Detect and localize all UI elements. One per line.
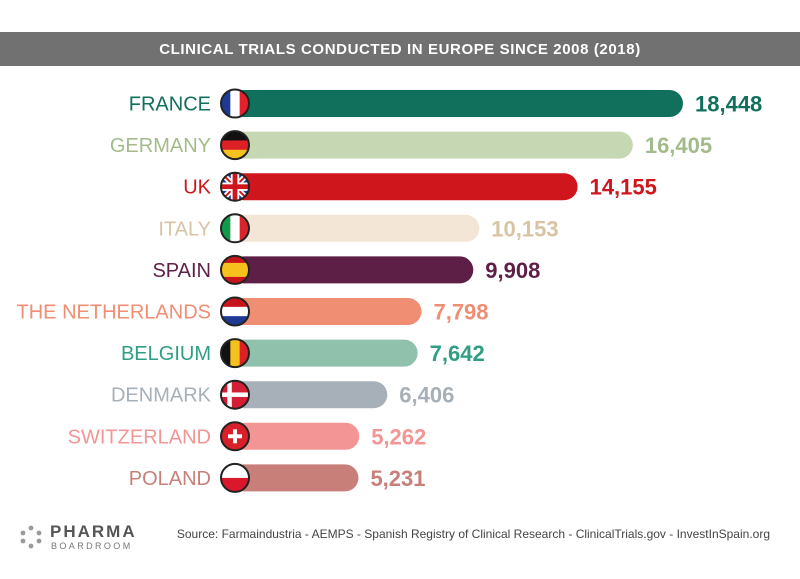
spain-flag-icon xyxy=(220,254,250,285)
category-label: ITALY xyxy=(158,218,211,240)
denmark-flag-icon xyxy=(220,379,250,410)
netherlands-flag-icon xyxy=(220,296,250,327)
bar-row: BELGIUM 7,642 xyxy=(121,338,485,369)
france-flag-icon xyxy=(220,88,250,119)
bar-switzerland xyxy=(230,422,360,450)
value-label: 6,406 xyxy=(399,383,454,408)
bar-denmark xyxy=(230,381,388,409)
source-note: Source: Farmaindustria - AEMPS - Spanish… xyxy=(176,527,770,541)
italy-flag-icon xyxy=(220,213,250,244)
value-label: 9,908 xyxy=(485,258,540,283)
bar-row: UK 14,155 xyxy=(183,171,657,202)
bar-germany xyxy=(230,131,633,159)
category-label: GERMANY xyxy=(110,135,211,157)
category-label: POLAND xyxy=(129,468,211,490)
uk-flag-icon xyxy=(220,171,250,202)
value-label: 5,262 xyxy=(371,424,426,449)
bar-row: FRANCE 18,448 xyxy=(129,88,762,119)
category-label: THE NETHERLANDS xyxy=(17,302,211,324)
value-label: 7,798 xyxy=(433,300,488,325)
bar-row: SWITZERLAND 5,262 xyxy=(68,421,426,452)
bar-row: SPAIN 9,908 xyxy=(152,254,540,285)
bar-poland xyxy=(230,464,359,492)
bar-row: DENMARK 6,406 xyxy=(111,379,454,410)
bar-belgium xyxy=(230,339,418,367)
bar-italy xyxy=(230,214,480,242)
value-label: 5,231 xyxy=(370,466,425,491)
pharmaboardroom-logo: PHARMA BOARDROOM xyxy=(18,519,148,555)
category-label: FRANCE xyxy=(129,94,211,116)
bar-row: ITALY 10,153 xyxy=(158,213,559,244)
value-label: 18,448 xyxy=(695,92,762,117)
value-label: 14,155 xyxy=(590,175,657,200)
bar-the-netherlands xyxy=(230,298,422,325)
bar-uk xyxy=(230,173,578,201)
value-label: 16,405 xyxy=(645,133,712,158)
belgium-flag-icon xyxy=(220,338,250,369)
switzerland-flag-icon xyxy=(220,421,250,452)
value-label: 10,153 xyxy=(491,216,558,241)
logo-text-top: PHARMA xyxy=(50,522,137,541)
poland-flag-icon xyxy=(220,462,250,493)
bar-row: GERMANY 16,405 xyxy=(110,130,712,161)
category-label: SPAIN xyxy=(152,260,211,282)
category-label: BELGIUM xyxy=(121,343,211,365)
germany-flag-icon xyxy=(220,130,250,161)
logo-text-bottom: BOARDROOM xyxy=(51,541,133,551)
category-label: SWITZERLAND xyxy=(68,426,211,448)
category-label: DENMARK xyxy=(111,385,212,407)
footer: PHARMA BOARDROOM Source: Farmaindustria … xyxy=(0,515,800,555)
bar-row: POLAND 5,231 xyxy=(129,462,426,493)
bar-row: THE NETHERLANDS 7,798 xyxy=(17,296,489,327)
logo-dots-icon xyxy=(20,525,42,549)
bar-chart: FRANCE 18,448 GERMANY 16,405 UK 14,155 ITALY 10… xyxy=(17,88,762,493)
value-label: 7,642 xyxy=(430,341,485,366)
chart-title: CLINICAL TRIALS CONDUCTED IN EUROPE SINC… xyxy=(0,32,800,66)
bar-france xyxy=(230,90,683,117)
bar-spain xyxy=(230,256,474,284)
category-label: UK xyxy=(183,177,211,199)
